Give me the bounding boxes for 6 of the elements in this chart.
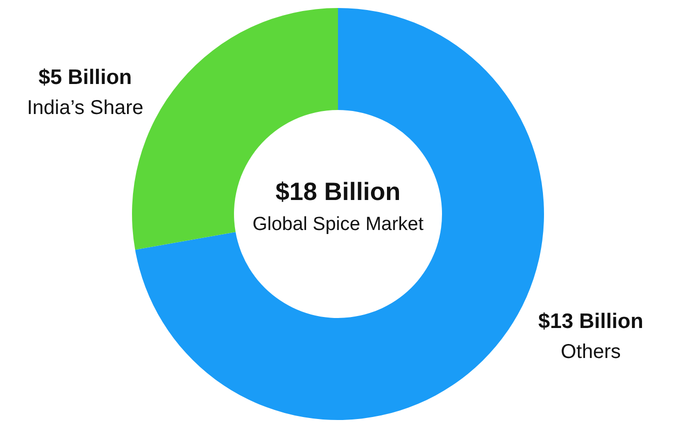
data-label: $5 Billion [38, 66, 132, 89]
slice-label: Others [560, 341, 621, 364]
slice-label: India’s Share [27, 96, 144, 119]
text: $18 Billion [275, 178, 401, 206]
data-label: $13 Billion [538, 310, 644, 334]
text: Global Spice Market [252, 214, 424, 235]
